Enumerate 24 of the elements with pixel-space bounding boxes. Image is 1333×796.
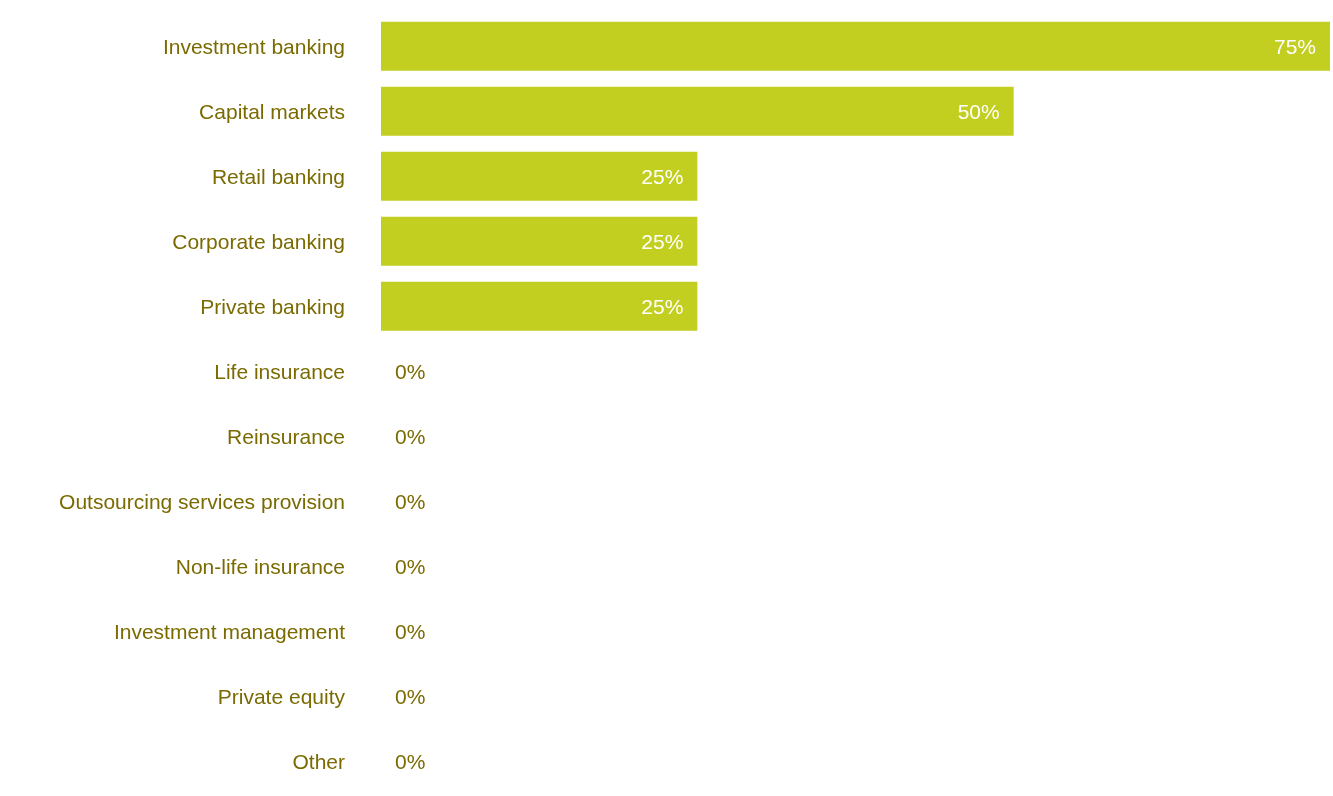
data-label: 0% [395, 554, 426, 578]
y-tick-label: Investment banking [162, 34, 345, 58]
y-tick-label: Capital markets [199, 99, 345, 123]
data-label: 0% [395, 619, 426, 643]
y-tick-label: Corporate banking [172, 229, 345, 253]
y-tick-label: Private banking [200, 294, 345, 318]
data-label: 75% [1273, 34, 1316, 58]
y-tick-label: Retail banking [211, 164, 345, 188]
data-label: 25% [641, 164, 684, 188]
y-tick-label: Private equity [217, 684, 346, 708]
y-tick-label: Reinsurance [227, 424, 345, 448]
y-tick-label: Life insurance [214, 359, 345, 383]
y-tick-label: Outsourcing services provision [59, 489, 345, 513]
data-label: 50% [957, 99, 1000, 123]
y-tick-label: Investment management [113, 619, 346, 643]
data-label: 25% [641, 294, 684, 318]
y-tick-label: Non-life insurance [175, 554, 345, 578]
data-label: 0% [395, 749, 426, 773]
data-label: 0% [395, 684, 426, 708]
y-tick-label: Other [292, 749, 345, 773]
data-label: 0% [395, 424, 426, 448]
data-label: 0% [395, 359, 426, 383]
data-label: 25% [641, 229, 684, 253]
data-label: 0% [395, 489, 426, 513]
